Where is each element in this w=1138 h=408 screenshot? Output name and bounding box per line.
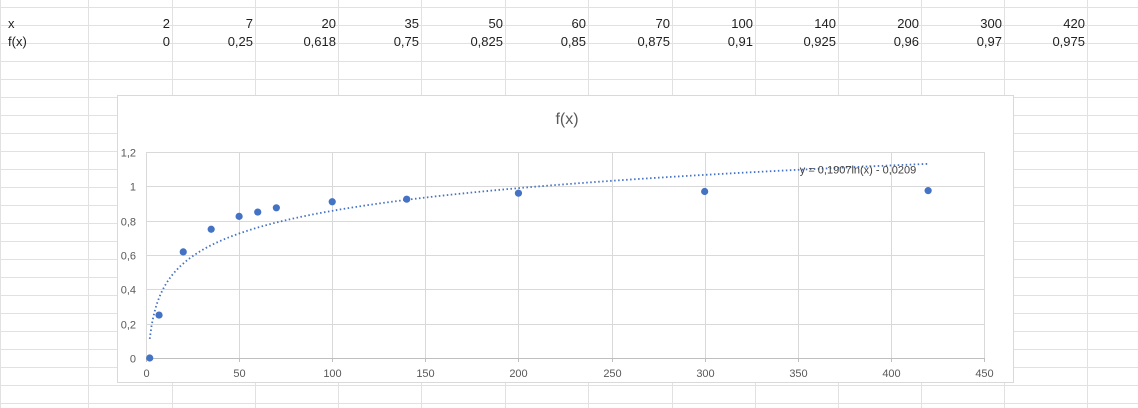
data-point[interactable] [924, 187, 932, 195]
cell-x-value[interactable]: 300 [980, 16, 1002, 31]
cell-fx-value[interactable]: 0,925 [803, 34, 836, 49]
cell-fx-value[interactable]: 0,97 [976, 34, 1002, 49]
data-point[interactable] [179, 248, 187, 256]
y-tick-label: 0,4 [121, 285, 136, 297]
x-tick-label: 400 [882, 368, 900, 380]
cell-fx-value[interactable]: 0,875 [637, 34, 670, 49]
y-tick-label: 1,2 [121, 148, 136, 160]
cell-fx-value[interactable]: 0,975 [1052, 34, 1085, 49]
x-tick-label: 450 [975, 368, 993, 380]
cell-fx-value[interactable]: 0,618 [303, 34, 336, 49]
chart-title: f(x) [555, 111, 578, 128]
cell-x-value[interactable]: 20 [321, 16, 336, 31]
row-label-fx[interactable]: f(x) [8, 34, 27, 49]
data-point[interactable] [328, 198, 336, 206]
cell-x-value[interactable]: 2 [162, 16, 170, 31]
data-point[interactable] [207, 225, 215, 233]
cell-x-value[interactable]: 7 [245, 16, 253, 31]
data-point[interactable] [701, 187, 709, 196]
scatter-chart: f(x) 0 0,2 0,4 0,6 0,8 1 1,2 0 50 100 150 200 250 300 3… [121, 111, 994, 380]
y-tick-label: 0,8 [121, 217, 136, 229]
cell-fx-value[interactable]: 0,825 [470, 34, 503, 49]
cell-fx-value[interactable]: 0,85 [560, 34, 586, 49]
cell-fx-value[interactable]: 0,25 [227, 34, 253, 49]
x-tick-label: 0 [143, 368, 149, 380]
y-tick-label: 0,6 [121, 251, 136, 263]
x-tick-label: 150 [416, 368, 434, 380]
y-tick-label: 0,2 [121, 320, 136, 332]
cell-x-value[interactable]: 140 [814, 16, 836, 31]
cell-fx-value[interactable]: 0,75 [393, 34, 419, 49]
cell-x-value[interactable]: 70 [655, 16, 670, 31]
trendline-equation[interactable]: y = 0,1907ln(x) - 0,0209 [800, 165, 917, 177]
x-tick-label: 300 [696, 368, 714, 380]
cell-x-value[interactable]: 200 [897, 16, 919, 31]
x-tick-label: 200 [509, 368, 527, 380]
data-point[interactable] [514, 189, 523, 197]
cell-x-value[interactable]: 100 [731, 16, 753, 31]
data-point[interactable] [235, 212, 243, 220]
y-tick-label: 0 [130, 354, 136, 366]
trendline[interactable] [148, 162, 929, 340]
y-tick-label: 1 [130, 182, 136, 194]
data-point[interactable] [146, 354, 154, 362]
x-tick-label: 100 [323, 368, 341, 380]
data-point[interactable] [403, 195, 411, 203]
row-label-x[interactable]: x [8, 16, 15, 31]
data-point[interactable] [254, 208, 262, 216]
x-tick-label: 50 [233, 368, 245, 380]
cell-x-value[interactable]: 50 [488, 16, 503, 31]
cell-x-value[interactable]: 35 [404, 16, 419, 31]
x-tick-label: 250 [603, 368, 621, 380]
cell-x-value[interactable]: 420 [1063, 16, 1085, 31]
data-point[interactable] [155, 311, 163, 319]
data-point[interactable] [272, 204, 280, 212]
x-tick-label: 350 [789, 368, 807, 380]
cell-fx-value[interactable]: 0,96 [893, 34, 919, 49]
cell-x-value[interactable]: 60 [571, 16, 586, 31]
chart-object[interactable]: f(x) 0 0,2 0,4 0,6 0,8 1 1,2 0 50 100 150 200 250 300 3… [117, 95, 1014, 383]
cell-fx-value[interactable]: 0 [162, 34, 170, 49]
cell-fx-value[interactable]: 0,91 [727, 34, 753, 49]
